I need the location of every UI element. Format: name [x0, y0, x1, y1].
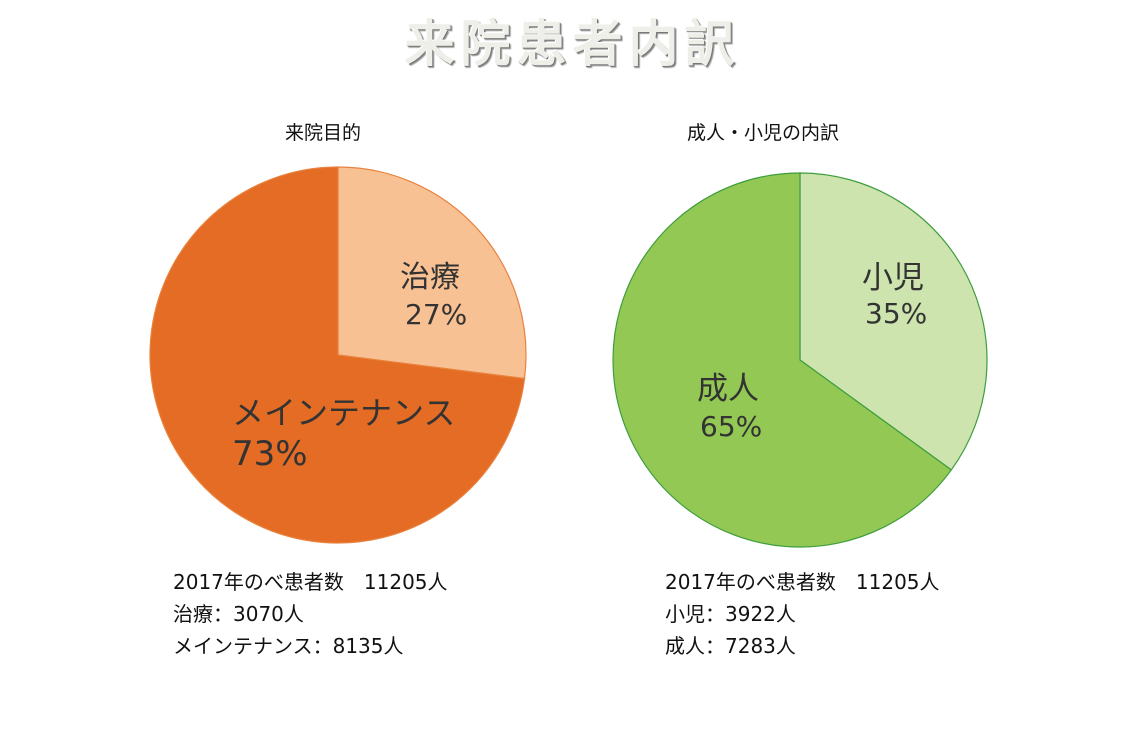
pie2-note-child: 小児：3922人 [665, 602, 796, 626]
pie2-slice-1 [612, 172, 953, 548]
pie2-label-adult: 成人 [697, 371, 759, 407]
pie2-title: 成人・小児の内訳 [687, 122, 840, 144]
pie1-notes: 2017年のべ患者数 11205人 治療：3070人 メインテナンス：8135人 [173, 566, 448, 662]
pie2-value-child: 35% [865, 297, 928, 330]
pie1-slice-0 [337, 166, 527, 380]
pie1-label-maintenance: メインテナンス [232, 394, 456, 432]
pie2-notes: 2017年のべ患者数 11205人 小児：3922人 成人：7283人 [665, 566, 940, 662]
pie2-note-total: 2017年のべ患者数 11205人 [665, 570, 940, 594]
pie1-note-maintenance: メインテナンス：8135人 [173, 634, 404, 658]
pie1-title: 来院目的 [285, 122, 362, 144]
pie1-value-treatment: 27% [405, 298, 468, 331]
pie2-note-adult: 成人：7283人 [665, 634, 796, 658]
pie2-value-adult: 65% [700, 410, 763, 443]
pie2-label-child: 小児 [862, 260, 924, 296]
pie2-slice-0 [799, 172, 988, 471]
main-title: 来院患者内訳 [404, 15, 741, 73]
pie1-value-maintenance: 73% [232, 434, 308, 474]
pie1-label-treatment: 治療 [400, 260, 460, 295]
pie1-note-treatment: 治療：3070人 [173, 602, 304, 626]
pie1-slice-1 [149, 166, 526, 544]
pie1-note-total: 2017年のべ患者数 11205人 [173, 570, 448, 594]
